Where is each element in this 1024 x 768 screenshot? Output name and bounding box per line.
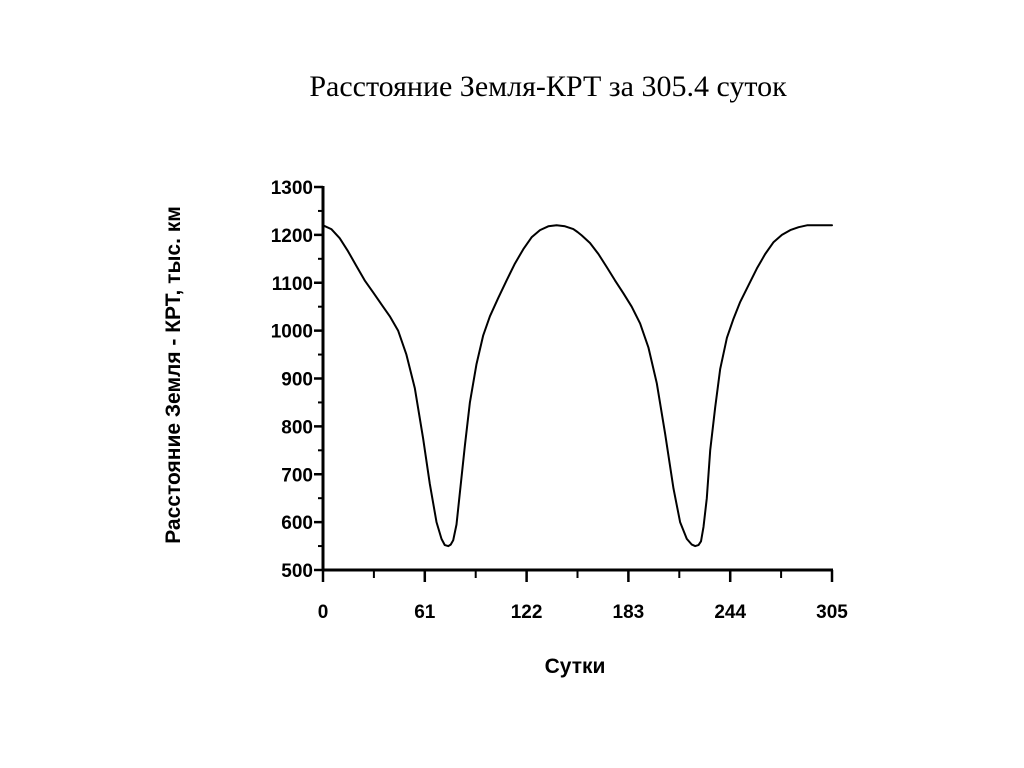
y-tick-label: 900 <box>281 370 313 391</box>
x-tick-label: 0 <box>318 602 329 623</box>
slide-title: Расстояние Земля-КРТ за 305.4 суток <box>309 70 787 103</box>
y-tick-label: 1300 <box>271 178 313 199</box>
y-tick-label: 500 <box>281 561 313 582</box>
axes <box>321 186 833 572</box>
y-tick-label: 600 <box>281 513 313 534</box>
x-tick-label: 122 <box>511 602 543 623</box>
y-tick-label: 700 <box>281 465 313 486</box>
x-tick-label: 61 <box>414 602 436 623</box>
series-layer <box>322 224 833 548</box>
ticks <box>314 185 834 582</box>
y-tick-label: 1200 <box>271 226 313 247</box>
x-tick-label: 244 <box>714 602 746 623</box>
x-tick-label: 183 <box>613 602 645 623</box>
y-tick-label: 800 <box>281 417 313 438</box>
y-axis-label: Расстояние Земля - КРТ, тыс. км <box>162 206 185 544</box>
tick-labels: 500 600 700 800 900 1000 1100 1200 1300 0 61 122 183… <box>271 178 849 623</box>
x-tick-label: 305 <box>816 602 848 623</box>
x-axis-label: Сутки <box>545 655 606 678</box>
y-tick-label: 1000 <box>271 322 313 343</box>
series-line <box>322 224 833 548</box>
y-tick-label: 1100 <box>272 274 313 295</box>
